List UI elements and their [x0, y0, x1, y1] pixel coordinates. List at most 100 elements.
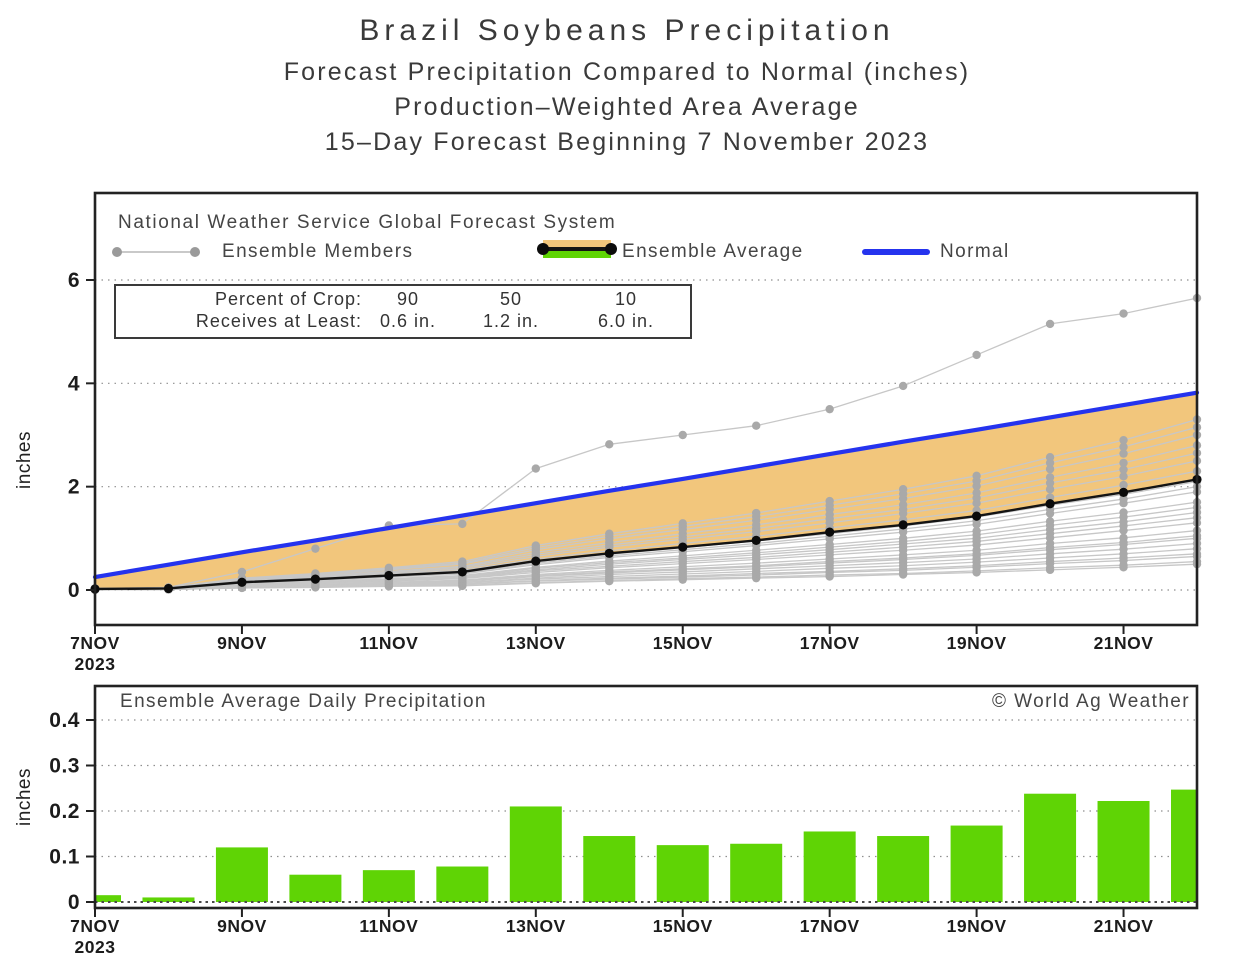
ensemble-member-dot — [1119, 449, 1128, 458]
normal-deficit-band — [95, 392, 1197, 589]
ensemble-average-dot — [237, 577, 247, 587]
svg-text:2023: 2023 — [75, 654, 116, 674]
ensemble-member-dot — [1119, 442, 1128, 452]
ensemble-member-dot — [605, 440, 614, 449]
average-dot-icon — [605, 243, 617, 255]
legend-label-ensemble-average: Ensemble Average — [622, 241, 804, 262]
ensemble-member-dot — [1045, 493, 1055, 502]
ensemble-member-dot — [898, 485, 908, 494]
svg-text:15NOV: 15NOV — [653, 916, 713, 936]
ensemble-average-dot — [1045, 499, 1055, 509]
ensemble-member-dot — [384, 563, 394, 572]
ensemble-member-dot — [1119, 508, 1128, 517]
ensemble-average-dot — [457, 567, 467, 577]
ensemble-member-line — [94, 418, 1198, 590]
daily-green-swatch — [543, 250, 611, 258]
info-row1-value: 10 — [614, 289, 638, 309]
ensemble-member-dot — [898, 381, 908, 391]
daily-precip-bar — [436, 866, 489, 902]
daily-precip-bar — [509, 806, 562, 902]
ensemble-member-dot — [898, 500, 908, 509]
ensemble-average-line — [94, 478, 1198, 591]
ensemble-average-dot — [898, 520, 908, 530]
daily-precip-bar — [1097, 800, 1150, 902]
ensemble-average-dot — [1118, 487, 1129, 497]
svg-text:21NOV: 21NOV — [1094, 916, 1154, 936]
ensemble-member-dot — [972, 350, 981, 360]
ensemble-member-dot — [1119, 458, 1128, 468]
ensemble-average-dot — [751, 535, 761, 545]
svg-text:11NOV: 11NOV — [359, 916, 418, 936]
ensemble-member-dot — [311, 544, 320, 553]
plot-border — [93, 684, 1199, 910]
info-row1-label: Percent of Crop: — [214, 289, 362, 309]
svg-text:17NOV: 17NOV — [800, 633, 860, 653]
ensemble-member-dot — [531, 464, 540, 473]
ensemble-member-dot — [458, 557, 467, 566]
svg-text:15NOV: 15NOV — [653, 633, 713, 653]
average-line-swatch — [543, 247, 611, 251]
svg-text:17NOV: 17NOV — [800, 916, 860, 936]
ensemble-member-dot — [972, 471, 981, 481]
ensemble-member-line — [94, 297, 1198, 591]
svg-text:21NOV: 21NOV — [1094, 633, 1154, 653]
band-orange-swatch — [543, 240, 611, 247]
normal-line — [92, 390, 1200, 580]
ensemble-member-dot — [752, 421, 761, 430]
chart-subtitle-3: 15–Day Forecast Beginning 7 November 202… — [324, 128, 930, 156]
svg-text:0.3: 0.3 — [49, 755, 80, 778]
ensemble-member-dot — [972, 526, 981, 536]
ensemble-member-dot — [237, 567, 247, 577]
svg-text:inches: inches — [14, 431, 35, 489]
legend-label-ensemble-members: Ensemble Members — [222, 241, 414, 262]
ensemble-member-dot — [825, 404, 834, 414]
chart-subtitle-1: Forecast Precipitation Compared to Norma… — [283, 58, 971, 86]
svg-text:19NOV: 19NOV — [947, 633, 1007, 653]
svg-text:9NOV: 9NOV — [217, 633, 267, 653]
daily-precip-bar — [656, 845, 709, 902]
svg-text:0.4: 0.4 — [49, 709, 80, 732]
ensemble-member-dot — [678, 430, 687, 440]
svg-text:0.1: 0.1 — [49, 846, 80, 869]
legend-header: National Weather Service Global Forecast… — [118, 212, 617, 233]
ensemble-average-dot — [604, 548, 614, 558]
ensemble-member-line — [94, 444, 1198, 590]
normal-legend-marker — [862, 249, 930, 255]
svg-text:0: 0 — [68, 891, 80, 914]
ensemble-member-dot — [531, 541, 540, 550]
ensemble-member-dot — [1119, 465, 1128, 474]
title-block: Brazil Soybeans Precipitation Forecast P… — [0, 10, 1254, 163]
ensemble-member-line — [94, 529, 1198, 591]
member-dot-icon — [112, 247, 122, 257]
daily-precip-bar — [95, 895, 121, 902]
ensemble-members-legend-marker — [112, 244, 200, 260]
svg-text:9NOV: 9NOV — [217, 916, 267, 936]
info-row2-value: 1.2 in. — [482, 311, 540, 331]
daily-precip-bar — [950, 825, 1003, 902]
ensemble-member-dot — [1045, 517, 1055, 526]
ensemble-member-dot — [972, 488, 981, 498]
svg-text:7NOV: 7NOV — [70, 633, 120, 653]
daily-precip-bar — [289, 874, 342, 902]
ensemble-member-dot — [1119, 472, 1128, 481]
ensemble-average-legend-marker — [537, 240, 617, 260]
chart-title: Brazil Soybeans Precipitation — [359, 14, 895, 47]
plot-border — [93, 191, 1199, 627]
svg-text:13NOV: 13NOV — [506, 916, 566, 936]
ensemble-member-dot — [1045, 319, 1055, 329]
daily-precip-bar — [877, 836, 930, 902]
ensemble-member-dot — [678, 519, 687, 528]
daily-precip-bar — [583, 836, 636, 902]
info-row2-value: 0.6 in. — [379, 311, 437, 331]
svg-text:0: 0 — [68, 579, 80, 602]
member-dot-icon — [190, 247, 200, 257]
daily-precip-bar — [215, 847, 268, 902]
chart-subtitle-2: Production–Weighted Area Average — [394, 93, 860, 121]
daily-precip-bar — [730, 843, 783, 902]
daily-precip-bar — [1024, 793, 1077, 902]
ensemble-average-dot — [972, 511, 982, 521]
ensemble-member-dot — [605, 529, 614, 538]
